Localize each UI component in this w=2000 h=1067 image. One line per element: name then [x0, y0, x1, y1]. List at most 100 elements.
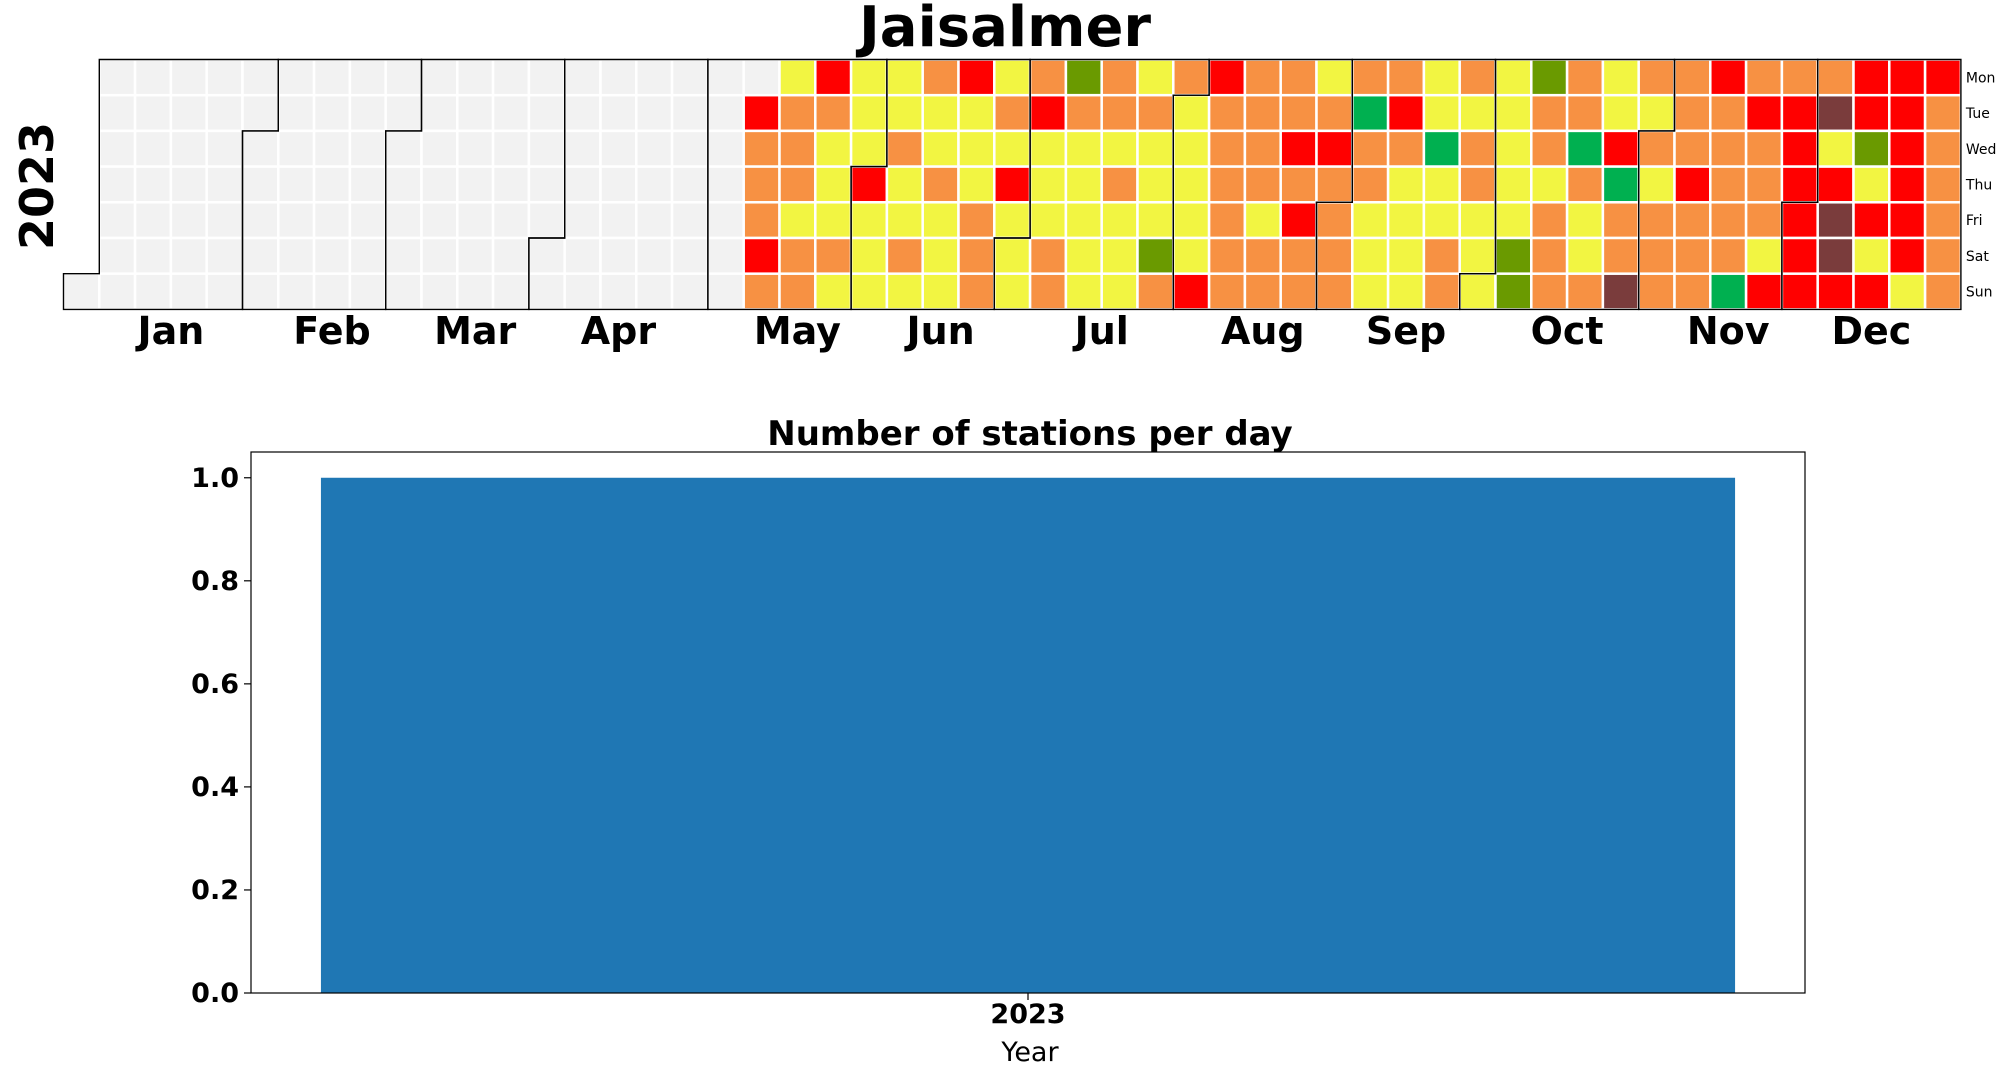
- day-cell: [885, 93, 924, 133]
- day-cell: [563, 58, 602, 97]
- day-cell: [778, 58, 817, 97]
- day-cell: [1637, 236, 1676, 275]
- day-cell: [1064, 129, 1103, 168]
- day-cell: [563, 272, 602, 311]
- day-cell: [312, 236, 352, 275]
- day-cell: [1530, 58, 1569, 97]
- day-cell: [706, 272, 745, 311]
- day-cell: [277, 129, 316, 168]
- day-cell: [1207, 129, 1247, 168]
- day-cell: [62, 272, 101, 311]
- day-cell: [1386, 58, 1426, 97]
- day-cell: [1565, 58, 1605, 97]
- day-cell: [635, 272, 674, 311]
- day-cell: [1673, 272, 1712, 311]
- day-cell: [814, 58, 853, 97]
- day-cell: [1923, 236, 1963, 275]
- day-cell: [1100, 93, 1139, 133]
- day-cell: [1888, 58, 1927, 97]
- day-cell: [1351, 201, 1390, 240]
- day-cell: [1386, 272, 1426, 311]
- day-cell: [420, 272, 459, 311]
- day-cell: [778, 93, 817, 133]
- day-cell: [1172, 272, 1211, 311]
- weekday-label-tue: Tue: [1965, 106, 1990, 122]
- calendar-heatmap: [62, 58, 1963, 311]
- day-cell: [1816, 272, 1855, 311]
- day-cell: [1709, 129, 1748, 168]
- day-cell: [635, 58, 674, 97]
- day-cell: [1351, 165, 1390, 204]
- day-cell: [1816, 129, 1855, 168]
- day-cell: [277, 201, 316, 240]
- day-cell: [921, 129, 960, 168]
- day-cell: [312, 272, 352, 311]
- day-cell: [921, 93, 960, 133]
- day-cell: [1315, 272, 1354, 311]
- day-cell: [312, 93, 352, 133]
- day-cell: [563, 129, 602, 168]
- day-cell: [169, 165, 208, 204]
- day-cell: [169, 236, 208, 275]
- month-border: [1781, 58, 1962, 311]
- day-cell: [133, 93, 173, 133]
- day-cell: [1923, 129, 1963, 168]
- day-cell: [1709, 93, 1748, 133]
- month-label-oct: Oct: [1531, 309, 1604, 353]
- day-cell: [635, 165, 674, 204]
- day-cell: [1565, 201, 1605, 240]
- day-cell: [1744, 201, 1784, 240]
- day-cell: [921, 272, 960, 311]
- day-cell: [1386, 129, 1426, 168]
- day-cell: [742, 58, 781, 97]
- month-label-jul: Jul: [1072, 309, 1129, 353]
- day-cell: [1100, 272, 1139, 311]
- day-cell: [1064, 58, 1103, 97]
- day-cell: [1744, 236, 1784, 275]
- day-cell: [205, 129, 244, 168]
- day-cell: [1673, 236, 1712, 275]
- day-cell: [1601, 93, 1640, 133]
- day-cell: [348, 58, 387, 97]
- day-cell: [348, 165, 387, 204]
- day-cell: [1565, 165, 1605, 204]
- day-cell: [1279, 93, 1318, 133]
- day-cell: [1064, 93, 1103, 133]
- y-tick-label: 0.2: [191, 875, 239, 906]
- day-cell: [1744, 93, 1784, 133]
- day-cell: [1243, 129, 1282, 168]
- day-cell: [1136, 129, 1175, 168]
- day-cell: [169, 272, 208, 311]
- month-label-nov: Nov: [1687, 309, 1770, 353]
- day-cell: [1744, 272, 1784, 311]
- day-cell: [1279, 165, 1318, 204]
- day-cell: [670, 58, 710, 97]
- day-cell: [1315, 129, 1354, 168]
- day-cell: [1565, 272, 1605, 311]
- day-cell: [1923, 93, 1963, 133]
- day-cell: [456, 165, 495, 204]
- day-cell: [885, 129, 924, 168]
- day-cell: [1780, 201, 1819, 240]
- day-cell: [1458, 272, 1497, 311]
- day-cell: [491, 58, 531, 97]
- day-cell: [312, 201, 352, 240]
- day-cell: [1386, 201, 1426, 240]
- year-label: 2023: [10, 122, 64, 250]
- day-cell: [241, 165, 280, 204]
- day-cell: [1923, 201, 1963, 240]
- day-cell: [133, 165, 173, 204]
- day-cell: [1673, 165, 1712, 204]
- day-cell: [849, 129, 889, 168]
- day-cell: [1530, 129, 1569, 168]
- day-cell: [814, 129, 853, 168]
- day-cell: [706, 93, 745, 133]
- x-axis-label: Year: [1000, 1037, 1059, 1067]
- bar-2023: [320, 477, 1736, 993]
- day-cell: [205, 272, 244, 311]
- day-cell: [1243, 165, 1282, 204]
- y-tick-label: 0.6: [191, 669, 239, 700]
- day-cell: [1494, 129, 1533, 168]
- day-cell: [1243, 201, 1282, 240]
- day-cell: [98, 93, 137, 133]
